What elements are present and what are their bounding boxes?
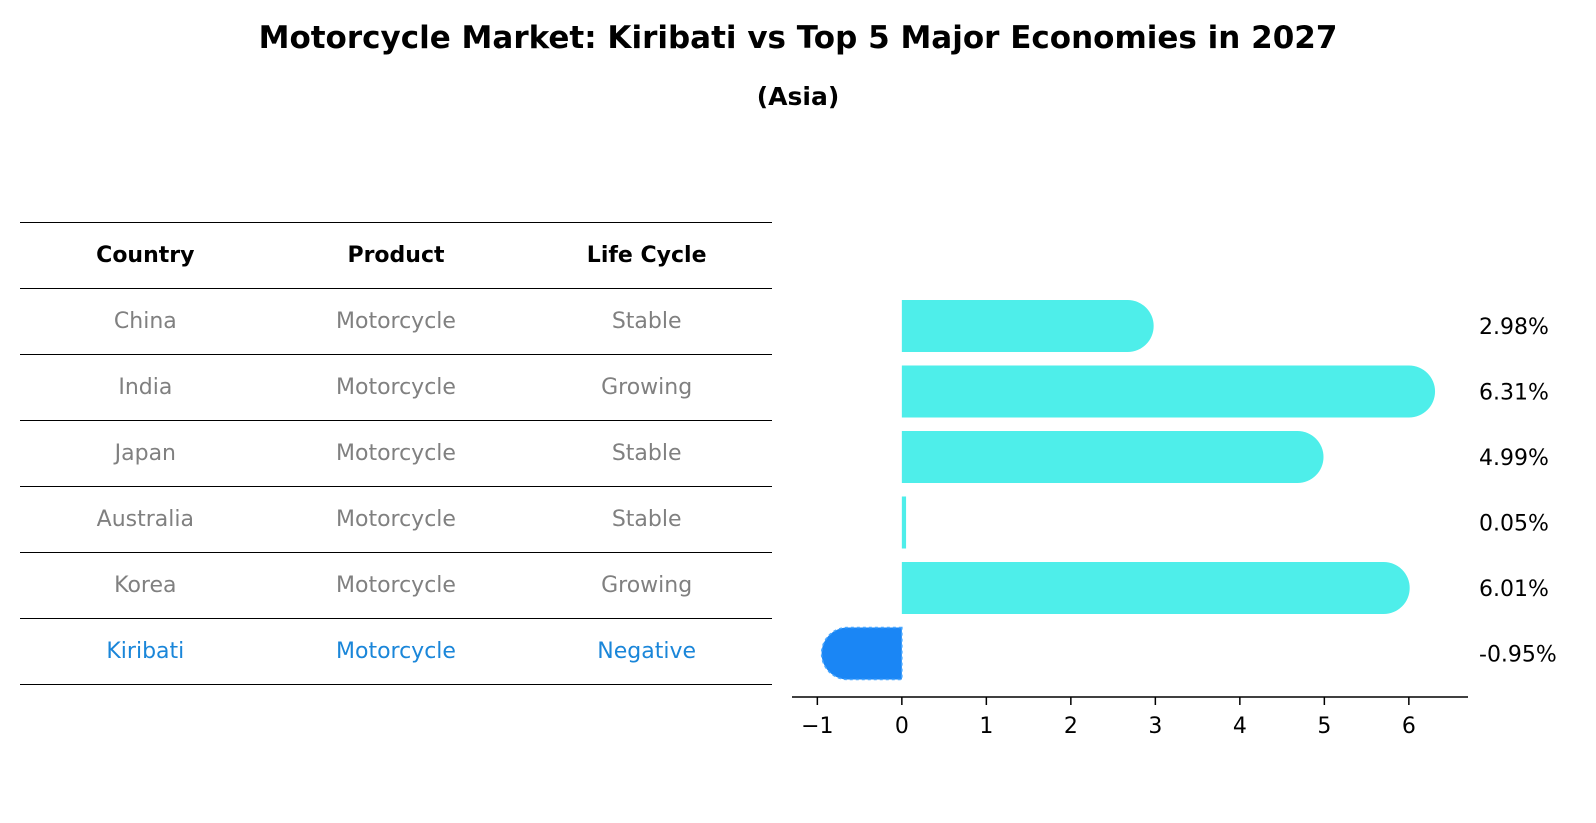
bar-kiribati <box>820 626 903 681</box>
value-label: 0.05% <box>1479 512 1549 537</box>
bar-group <box>820 300 1436 681</box>
cell-life-cycle: Negative <box>521 618 772 685</box>
value-label: -0.95% <box>1479 643 1557 668</box>
bar-korea <box>901 562 1410 614</box>
table-row: Australia Motorcycle Stable <box>20 486 772 553</box>
x-tick-label: 6 <box>1402 714 1416 739</box>
cell-life-cycle: Growing <box>521 354 772 421</box>
x-tick-label: 4 <box>1233 714 1247 739</box>
bar-australia <box>901 496 907 549</box>
cell-life-cycle: Growing <box>521 552 772 619</box>
table-row: China Motorcycle Stable <box>20 288 772 355</box>
table-row: India Motorcycle Growing <box>20 354 772 421</box>
cell-product: Motorcycle <box>270 552 522 619</box>
cell-product: Motorcycle <box>270 420 522 487</box>
bar-india <box>901 365 1436 418</box>
cell-product: Motorcycle <box>270 618 522 685</box>
value-label: 4.99% <box>1479 446 1549 471</box>
bar-japan <box>901 431 1324 483</box>
x-tick-label: 0 <box>895 714 909 739</box>
value-label: 6.01% <box>1479 577 1549 602</box>
x-tick-label: 3 <box>1148 714 1162 739</box>
market-table: Country Product Life Cycle China Motorcy… <box>20 222 772 685</box>
x-tick-label: 5 <box>1317 714 1331 739</box>
table-row-highlight: Kiribati Motorcycle Negative <box>20 618 772 685</box>
value-label: 2.98% <box>1479 315 1549 340</box>
cell-country: Japan <box>20 420 271 487</box>
market-table-grid: Country Product Life Cycle China Motorcy… <box>20 222 772 685</box>
value-label: 6.31% <box>1479 381 1549 406</box>
header-country: Country <box>20 222 271 289</box>
cell-country: Australia <box>20 486 271 553</box>
header-life-cycle: Life Cycle <box>521 222 772 289</box>
table-row: Japan Motorcycle Stable <box>20 420 772 487</box>
cell-country: China <box>20 288 271 355</box>
cell-life-cycle: Stable <box>521 420 772 487</box>
cell-product: Motorcycle <box>270 486 522 553</box>
x-tick-group: −1 0 1 2 3 4 5 6 <box>801 697 1416 739</box>
cell-product: Motorcycle <box>270 288 522 355</box>
chart-subtitle: (Asia) <box>756 82 840 111</box>
x-tick-label: −1 <box>801 714 833 739</box>
x-tick-label: 2 <box>1064 714 1078 739</box>
x-tick-label: 1 <box>979 714 993 739</box>
cell-country: India <box>20 354 271 421</box>
bar-china <box>901 300 1154 352</box>
value-label-group: 2.98% 6.31% 4.99% 0.05% 6.01% -0.95% <box>1479 315 1557 668</box>
header-product: Product <box>270 222 522 289</box>
cell-life-cycle: Stable <box>521 288 772 355</box>
cell-product: Motorcycle <box>270 354 522 421</box>
cell-life-cycle: Stable <box>521 486 772 553</box>
cell-country: Korea <box>20 552 271 619</box>
table-header-row: Country Product Life Cycle <box>20 222 772 289</box>
cell-country: Kiribati <box>20 618 271 685</box>
chart-title: Motorcycle Market: Kiribati vs Top 5 Maj… <box>258 20 1338 56</box>
table-row: Korea Motorcycle Growing <box>20 552 772 619</box>
